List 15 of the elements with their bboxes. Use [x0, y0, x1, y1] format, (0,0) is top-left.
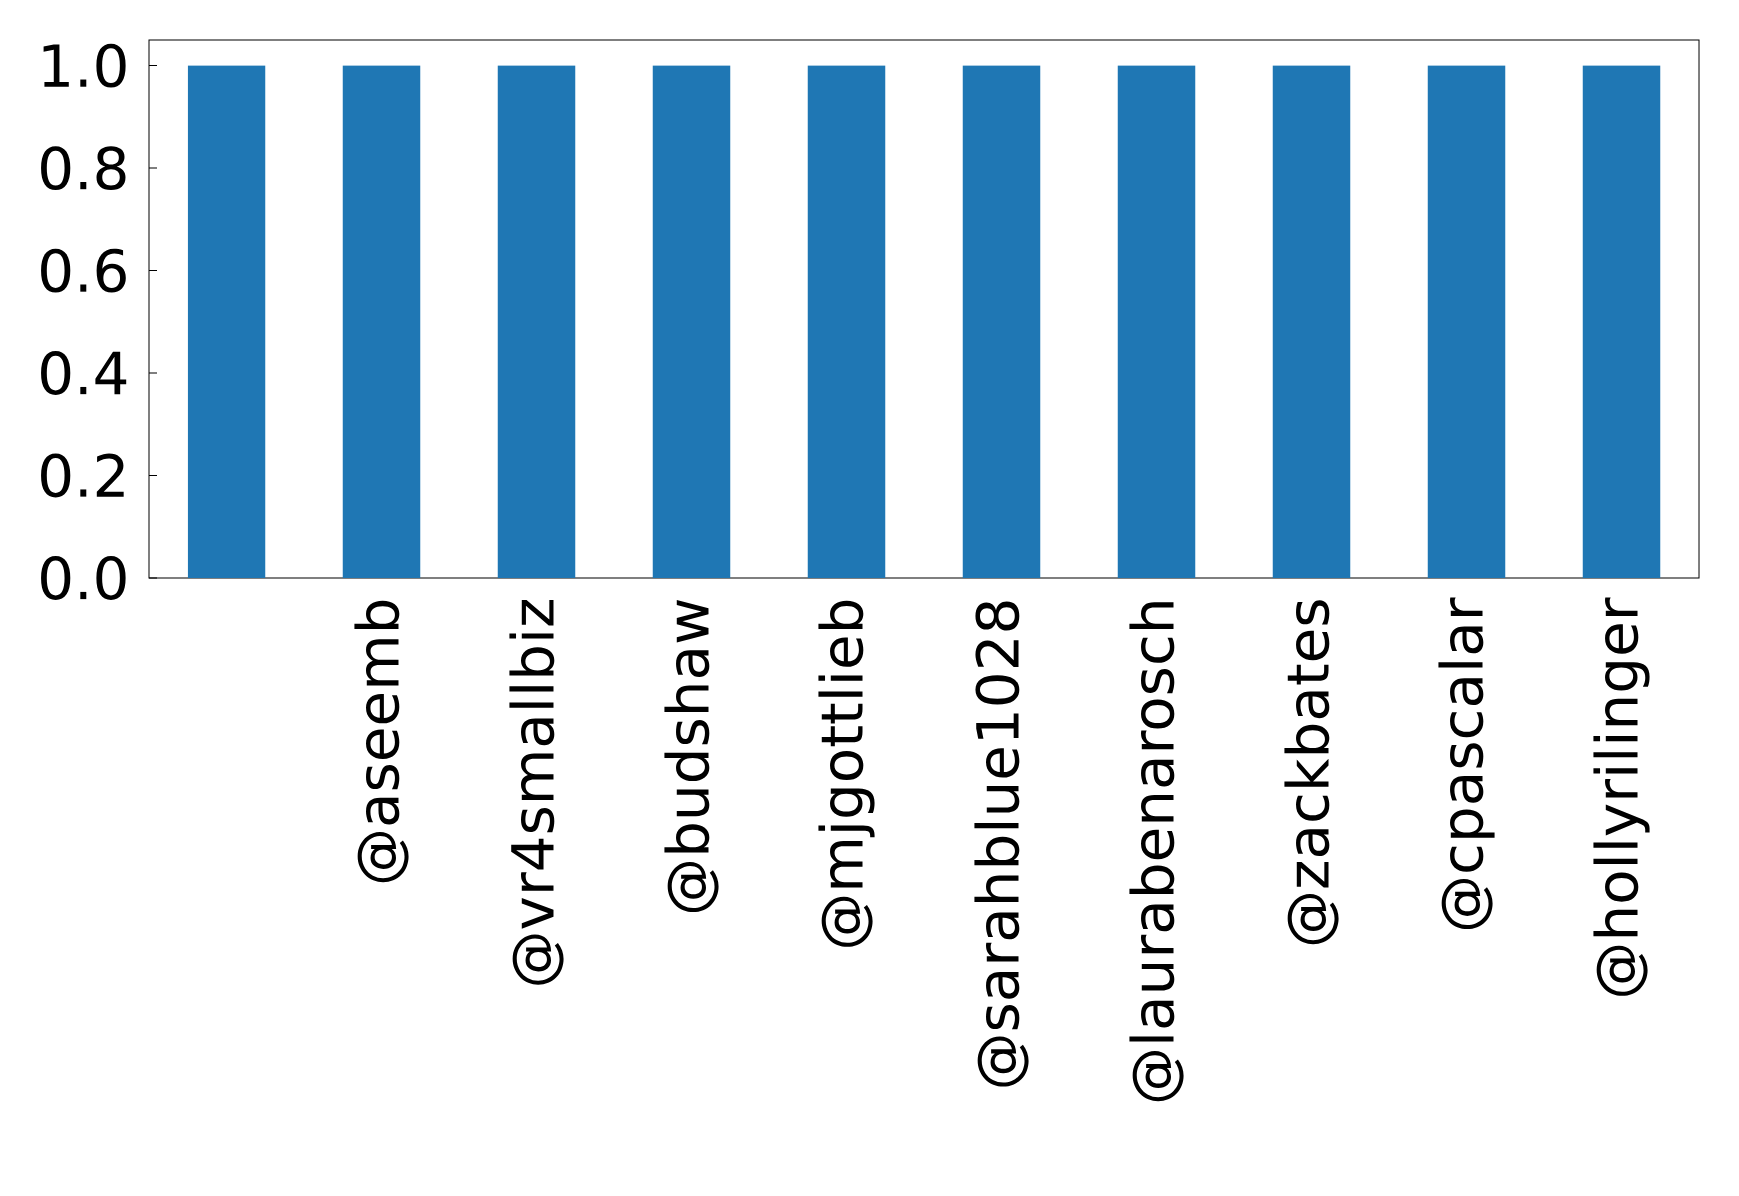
- x-tick-label: @cpascalar: [1438, 597, 1495, 930]
- x-tick-label: @budshaw: [664, 599, 719, 913]
- y-tick-label: 0.4: [41, 351, 127, 395]
- x-tick-label: @hollyrilinger: [1593, 597, 1650, 996]
- y-tick-label: 0.0: [41, 556, 126, 600]
- y-tick-label: 0.2: [41, 453, 124, 498]
- x-tick-label: @zackbates: [1284, 600, 1339, 945]
- y-tick-label: 0.6: [41, 248, 126, 293]
- y-tick-label: 1.0: [43, 43, 126, 88]
- x-tick-label: @laurabenarosch: [1129, 602, 1184, 1102]
- y-tick-label: 0.8: [41, 146, 126, 191]
- x-tick-label: @vr4smallbiz: [509, 599, 564, 985]
- x-tick-label: @mjgottlieb: [818, 600, 875, 947]
- x-tick-label: @sarahblue1028: [974, 601, 1029, 1087]
- x-tick-label: @aseemb: [354, 600, 409, 883]
